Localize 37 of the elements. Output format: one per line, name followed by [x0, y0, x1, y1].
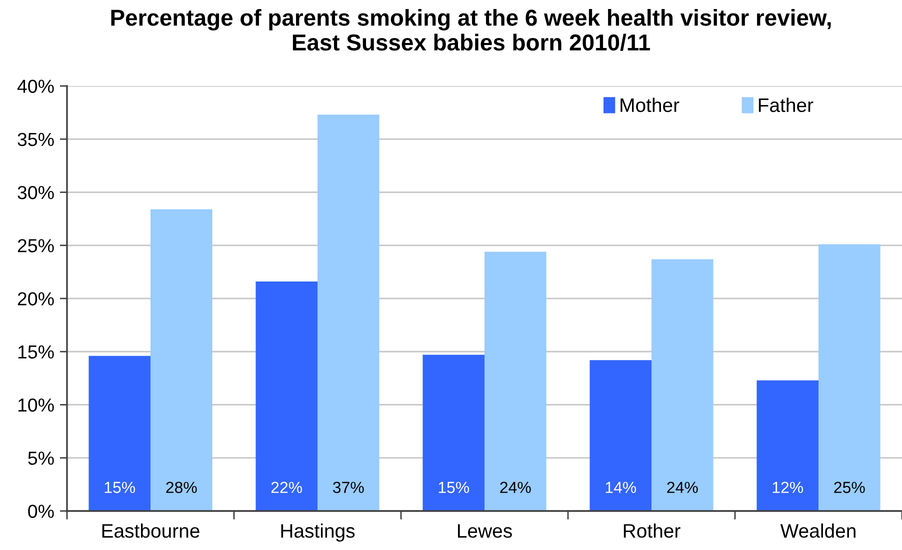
y-tick-label: 40% — [17, 80, 54, 93]
data-label: 37% — [333, 482, 364, 494]
bar — [256, 282, 318, 511]
y-tick-label: 10% — [18, 398, 54, 412]
y-tick-label: 15% — [18, 345, 54, 359]
legend-label: Mother — [620, 98, 680, 112]
bar — [484, 252, 546, 511]
data-label: 15% — [104, 482, 136, 494]
data-label: 22% — [271, 482, 302, 494]
y-tick-label: 35% — [18, 132, 54, 146]
y-tick-label: 5% — [28, 452, 54, 465]
bar — [756, 380, 818, 511]
legend-label: Father — [758, 98, 814, 112]
x-tick-label: Rother — [624, 524, 680, 538]
data-label: 24% — [667, 482, 698, 494]
x-tick-label: Hastings — [281, 524, 355, 542]
data-label: 14% — [606, 482, 636, 494]
y-tick-label: 20% — [18, 292, 54, 306]
x-tick-label: Wealden — [780, 524, 856, 538]
x-tick-label: Lewes — [458, 524, 512, 538]
data-label: 25% — [834, 482, 865, 494]
y-tick-label: 0% — [28, 504, 54, 518]
bar — [318, 114, 380, 511]
bar — [652, 259, 714, 511]
bar — [818, 244, 880, 511]
data-label: 28% — [166, 482, 197, 494]
y-tick-label: 30% — [18, 186, 54, 200]
bar — [422, 354, 484, 511]
bar — [590, 360, 652, 511]
bar — [150, 209, 212, 511]
x-tick-label: Eastbourne — [102, 524, 200, 538]
chart-title: Percentage of parents smoking at the 6 week health visitor review, East Sussex babies born 2010/11 — [111, 9, 831, 51]
data-label: 24% — [500, 482, 531, 494]
data-label: 12% — [772, 482, 804, 494]
bar — [88, 356, 150, 511]
data-label: 15% — [438, 482, 470, 494]
y-tick-label: 25% — [18, 239, 54, 252]
